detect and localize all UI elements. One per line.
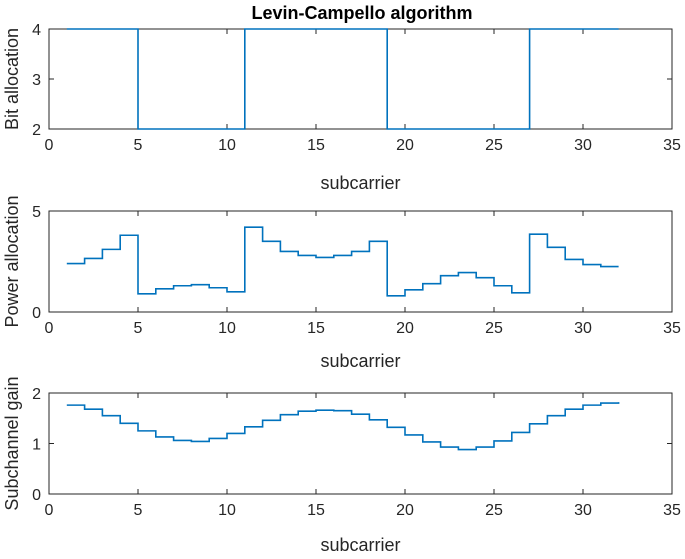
y-tick-label: 5	[32, 204, 41, 221]
y-tick-label: 1	[32, 437, 41, 454]
x-tick-label: 20	[396, 137, 414, 154]
x-tick-label: 0	[45, 137, 54, 154]
x-tick-label: 25	[485, 320, 503, 337]
series-line	[66, 402, 620, 451]
x-axis-label: subcarrier	[320, 535, 400, 555]
power-allocation-panel: 0 5 10 15 20 25 30 35 0 5 subcarrier Power allocati…	[2, 195, 681, 371]
x-tick-label: 25	[485, 502, 503, 519]
x-tick-label: 35	[663, 137, 681, 154]
x-tick-label: 20	[396, 320, 414, 337]
y-tick-label: 2	[32, 386, 41, 403]
axes-box	[48, 28, 673, 130]
chart-title: Levin-Campello algorithm	[251, 3, 472, 23]
y-tick-label: 4	[32, 22, 41, 39]
x-tick-label: 30	[574, 320, 592, 337]
x-tick-label: 10	[218, 137, 236, 154]
y-axis-label: Subchannel gain	[2, 376, 22, 510]
x-tick-label: 30	[574, 137, 592, 154]
y-tick-label: 2	[32, 122, 41, 139]
axes-box	[48, 210, 673, 313]
x-tick-label: 30	[574, 502, 592, 519]
y-tick-label: 0	[32, 305, 41, 322]
x-tick-label: 5	[134, 137, 143, 154]
subchannel-gain-panel: 0 5 10 15 20 25 30 35 0 1 2 subcarrier Subchannel ga…	[2, 376, 681, 555]
x-tick-label: 20	[396, 502, 414, 519]
x-tick-label: 5	[134, 320, 143, 337]
x-tick-label: 0	[45, 502, 54, 519]
bit-allocation-panel: 0 5 10 15 20 25 30 35 2 3 4 subcarrier Bit allocatio…	[2, 22, 681, 193]
x-tick-label: 15	[307, 502, 325, 519]
y-axis-label: Power allocation	[2, 195, 22, 327]
y-axis-label: Bit allocation	[2, 28, 22, 130]
x-tick-label: 15	[307, 320, 325, 337]
axes-box	[48, 392, 673, 495]
series-line	[66, 226, 619, 297]
y-tick-label: 0	[32, 487, 41, 504]
x-tick-label: 5	[134, 502, 143, 519]
x-tick-label: 35	[663, 320, 681, 337]
x-tick-label: 35	[663, 502, 681, 519]
x-tick-label: 10	[218, 502, 236, 519]
x-tick-label: 10	[218, 320, 236, 337]
x-axis-label: subcarrier	[320, 351, 400, 371]
y-tick-label: 3	[32, 72, 41, 89]
x-tick-label: 15	[307, 137, 325, 154]
x-axis-label: subcarrier	[320, 173, 400, 193]
x-tick-label: 0	[45, 320, 54, 337]
x-tick-label: 25	[485, 137, 503, 154]
series-line	[66, 28, 619, 130]
